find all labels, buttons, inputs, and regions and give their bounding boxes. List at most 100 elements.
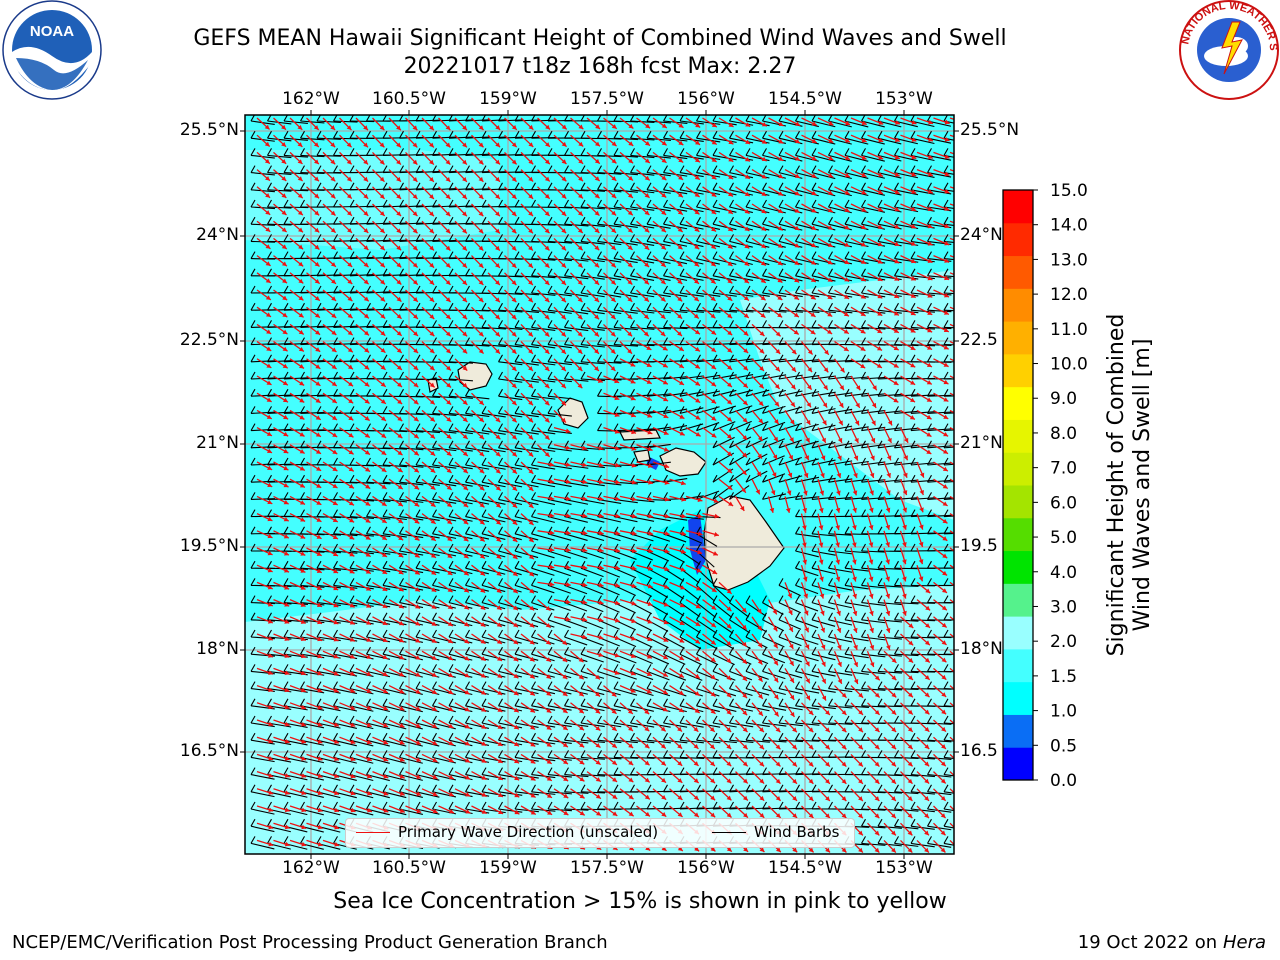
wind-barb-feather xyxy=(646,423,652,431)
wind-barb-feather xyxy=(663,664,668,672)
wave-arrow xyxy=(949,117,954,121)
wind-barb-feather xyxy=(679,371,685,380)
wind-barb-feather xyxy=(465,423,470,431)
wind-barb-feather xyxy=(696,560,701,569)
wind-barb-feather xyxy=(894,337,899,345)
wind-barb xyxy=(861,206,886,213)
wind-barb xyxy=(663,756,688,759)
wind-barb-feather xyxy=(745,767,751,775)
wind-barb xyxy=(399,739,423,747)
wave-arrow-head xyxy=(711,192,717,197)
wind-barb-feather xyxy=(432,646,437,655)
wind-barb-feather xyxy=(481,285,487,294)
wind-barb xyxy=(382,188,408,191)
wind-barb xyxy=(745,342,770,346)
wind-barb-feather xyxy=(399,492,404,500)
wind-barb-feather xyxy=(333,148,338,156)
wind-barb xyxy=(679,206,704,213)
wind-barb-feather xyxy=(861,836,866,844)
wind-barb-feather xyxy=(349,148,355,156)
wind-barb xyxy=(498,309,523,313)
wind-barb-feather xyxy=(861,509,866,517)
wave-arrow-head xyxy=(462,365,468,371)
wind-barb-feather xyxy=(927,492,932,500)
wave-arrow-head xyxy=(944,154,950,159)
wind-barb-feather xyxy=(399,767,404,775)
wind-barb-feather xyxy=(597,165,602,173)
wind-barb xyxy=(613,756,639,759)
wind-barb-feather xyxy=(432,165,437,173)
wind-barb-feather xyxy=(745,440,751,449)
wave-arrow-head xyxy=(478,348,484,354)
wind-barb xyxy=(300,722,325,729)
wind-barb xyxy=(811,154,836,162)
wind-barb-feather xyxy=(729,423,734,431)
wind-barb-feather xyxy=(481,801,487,810)
wind-barb-feather xyxy=(283,732,289,741)
wind-barb-feather xyxy=(267,492,272,500)
wind-barb xyxy=(531,412,556,417)
wind-barb-feather xyxy=(894,629,899,638)
wind-barb-feather xyxy=(646,320,652,328)
wave-arrow-head xyxy=(429,348,435,354)
chart-title: GEFS MEAN Hawaii Significant Height of C… xyxy=(193,26,1007,51)
wind-barb xyxy=(943,395,954,397)
wind-barb xyxy=(613,533,638,542)
wind-barb-feather xyxy=(630,148,635,156)
wind-barb-feather xyxy=(712,474,718,483)
wind-barb-feather xyxy=(927,629,932,638)
wind-barb-feather xyxy=(448,698,454,707)
wind-barb-feather xyxy=(811,165,817,173)
wave-arrow xyxy=(949,289,954,293)
wind-barb-feather xyxy=(927,526,932,535)
wind-barb-feather xyxy=(448,268,454,277)
wind-barb xyxy=(927,462,952,466)
wind-barb-feather xyxy=(696,526,701,535)
wind-barb-feather xyxy=(877,492,883,500)
wind-barb-feather xyxy=(316,148,322,156)
wind-barb-feather xyxy=(333,234,338,242)
wind-barb-feather xyxy=(382,698,388,707)
wave-arrow-head xyxy=(412,296,418,302)
wind-barb-feather xyxy=(349,234,355,242)
wind-barb-feather xyxy=(531,337,536,345)
wave-arrow-head xyxy=(910,328,916,333)
wind-barb-feather xyxy=(745,165,751,173)
wind-barb xyxy=(415,756,440,764)
wind-barb-feather xyxy=(580,182,586,191)
wind-barb-feather xyxy=(894,130,899,139)
wave-arrow-head xyxy=(744,156,750,162)
wind-barb-feather xyxy=(927,681,932,689)
wind-barb-feather xyxy=(382,182,388,191)
wind-barb-feather xyxy=(432,440,437,449)
wind-barb-feather xyxy=(795,423,800,431)
wind-barb xyxy=(663,807,688,810)
wind-barb-feather xyxy=(448,423,454,431)
wind-barb-feather xyxy=(894,509,899,517)
wave-arrow-head xyxy=(628,141,634,146)
wind-barb xyxy=(300,291,325,294)
wave-arrow-head xyxy=(761,208,767,214)
wave-arrow-head xyxy=(544,280,550,285)
wind-barb xyxy=(283,705,308,711)
wind-barb-feather xyxy=(531,148,536,156)
wind-barb-feather xyxy=(498,457,503,466)
wind-barb-feather xyxy=(828,354,833,363)
wind-barb xyxy=(910,394,935,397)
wind-barb-feather xyxy=(943,165,949,173)
wave-arrow-head xyxy=(478,331,484,337)
wind-barb-feather xyxy=(696,578,701,586)
wind-barb-feather xyxy=(927,801,932,810)
wind-barb-feather xyxy=(894,302,899,311)
wind-barb xyxy=(811,292,836,298)
wind-barb xyxy=(943,825,954,829)
wind-barb-feather xyxy=(778,165,784,173)
wave-arrow-head xyxy=(810,277,816,282)
wind-barb xyxy=(531,395,556,400)
wind-barb-feather xyxy=(415,784,421,793)
wind-barb-feather xyxy=(646,337,652,345)
wind-barb-feather xyxy=(894,371,899,380)
wind-barb-feather xyxy=(844,698,850,707)
wind-barb-feather xyxy=(910,818,916,827)
wave-arrow-head xyxy=(877,241,883,247)
